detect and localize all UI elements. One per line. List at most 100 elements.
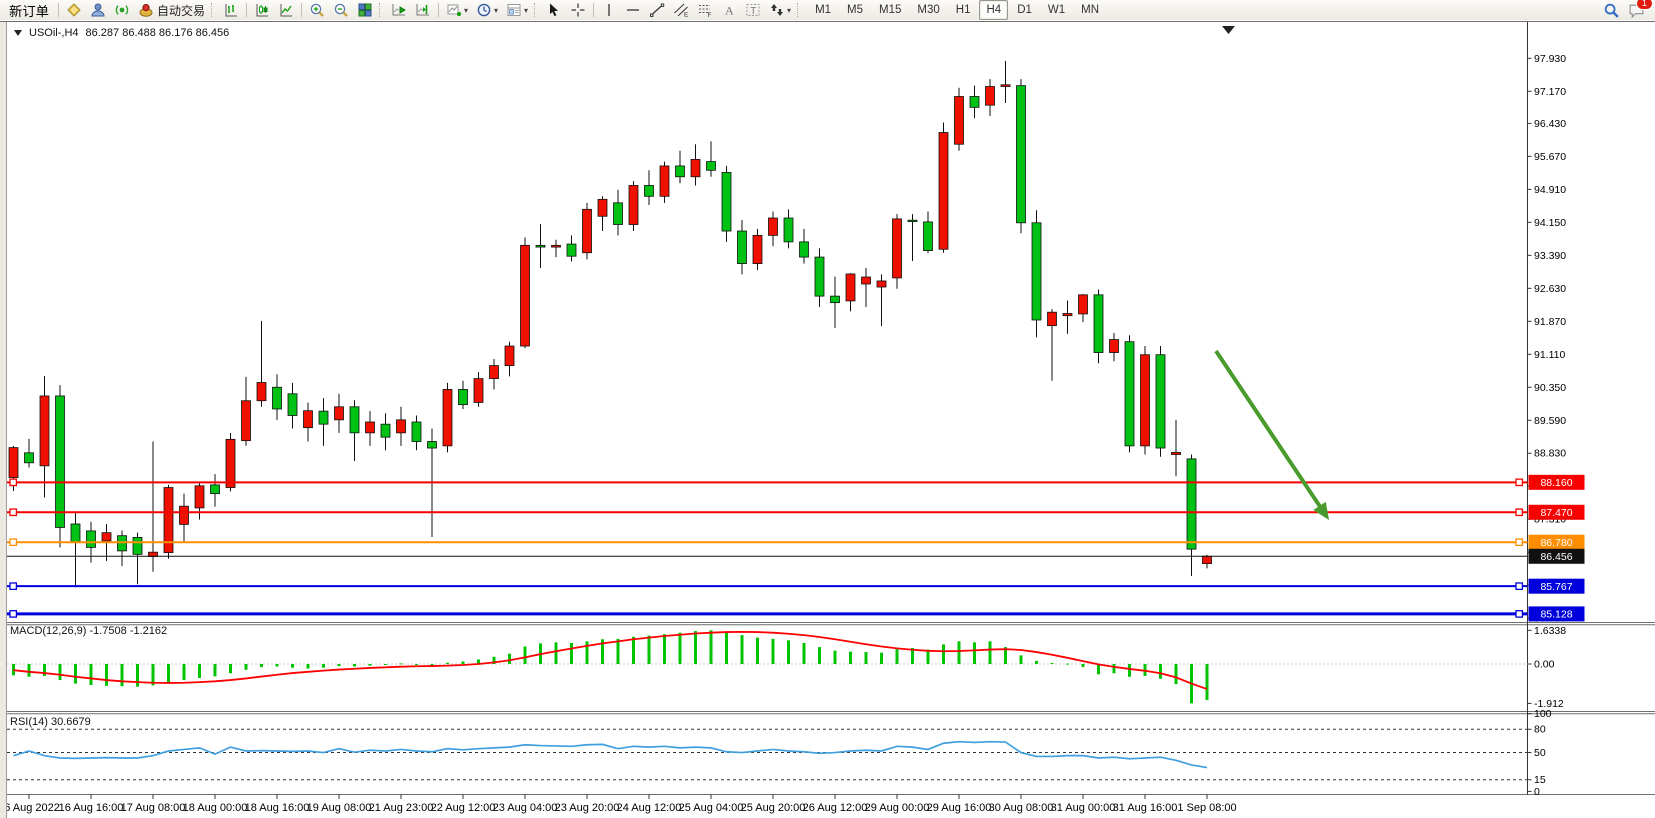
macd-histogram-bar bbox=[353, 664, 356, 667]
horizontal-line-icon[interactable] bbox=[621, 0, 645, 20]
text-label-icon[interactable]: T bbox=[741, 0, 765, 20]
chart-shift-icon[interactable] bbox=[411, 0, 435, 20]
crosshair-icon[interactable] bbox=[566, 0, 590, 20]
macd-histogram-bar bbox=[1174, 664, 1178, 685]
vertical-line-icon[interactable] bbox=[597, 0, 621, 20]
search-icon[interactable] bbox=[1599, 0, 1624, 20]
indicators-icon[interactable]: ▾ bbox=[442, 0, 472, 20]
templates-icon[interactable]: ▾ bbox=[502, 0, 532, 20]
candle-body bbox=[70, 523, 81, 544]
timeframe-button-W1[interactable]: W1 bbox=[1047, 4, 1066, 16]
candlestick-chart-icon[interactable] bbox=[250, 0, 274, 20]
toolbar-grip[interactable] bbox=[797, 3, 801, 17]
line-handle[interactable] bbox=[9, 582, 18, 591]
macd-histogram-bar bbox=[105, 664, 108, 686]
candle bbox=[24, 438, 34, 468]
chart-canvas[interactable]: 97.930 97.170 96.430 95.670 94.910 94.150 93.3… bbox=[0, 22, 1655, 818]
candle bbox=[411, 415, 422, 451]
macd-histogram-bar bbox=[895, 649, 899, 664]
community-icon[interactable] bbox=[86, 0, 110, 20]
macd-histogram-bar bbox=[275, 664, 279, 667]
line-handle[interactable] bbox=[9, 508, 18, 517]
candle-body bbox=[907, 219, 918, 222]
timeframe-button-H1[interactable]: H1 bbox=[955, 4, 971, 16]
tile-windows-icon[interactable] bbox=[353, 0, 377, 20]
rsi-tick-label: 50 bbox=[1534, 747, 1546, 759]
candle bbox=[1171, 419, 1181, 477]
line-handle[interactable] bbox=[9, 478, 18, 487]
candle-body bbox=[1186, 458, 1197, 550]
candle bbox=[613, 189, 623, 236]
macd-histogram-bar bbox=[725, 632, 728, 664]
chart-window[interactable]: 97.930 97.170 96.430 95.670 94.910 94.150 93.3… bbox=[0, 21, 1655, 818]
bar-chart-icon[interactable] bbox=[219, 0, 243, 20]
trend-arrow-annotation[interactable] bbox=[1214, 349, 1329, 520]
timeframe-button-D1[interactable]: D1 bbox=[1017, 4, 1032, 16]
macd-histogram-bar bbox=[306, 664, 310, 669]
text-icon[interactable]: A bbox=[717, 0, 741, 20]
toolbar-grip[interactable] bbox=[211, 3, 215, 17]
macd-histogram-bar bbox=[1112, 664, 1116, 674]
cursor-icon[interactable] bbox=[542, 0, 566, 20]
candle bbox=[644, 170, 654, 205]
line-handle[interactable] bbox=[1515, 478, 1524, 487]
deposit-icon[interactable] bbox=[62, 0, 86, 20]
price-tick-label: 92.630 bbox=[1534, 283, 1566, 295]
timeframe-button-MN[interactable]: MN bbox=[1081, 4, 1100, 16]
timeframe-button-M1[interactable]: M1 bbox=[815, 4, 832, 16]
line-chart-icon[interactable] bbox=[274, 0, 298, 20]
auto-scroll-icon[interactable] bbox=[387, 0, 411, 20]
timeframe-button-M30[interactable]: M30 bbox=[917, 4, 940, 16]
macd-tick-label: -1.912 bbox=[1534, 698, 1564, 710]
chart-shift-marker[interactable] bbox=[1222, 26, 1235, 34]
line-handle[interactable] bbox=[1515, 610, 1524, 618]
macd-histogram-bar bbox=[43, 664, 46, 676]
periods-icon[interactable]: ▾ bbox=[472, 0, 502, 20]
chat-icon[interactable]: 1 bbox=[1624, 0, 1653, 20]
timeframe-button-M15[interactable]: M15 bbox=[879, 4, 902, 16]
line-handle[interactable] bbox=[1515, 582, 1524, 591]
price-badge bbox=[1528, 534, 1585, 550]
toolbar-grip[interactable] bbox=[534, 3, 538, 17]
arrow-objects-icon[interactable]: ▾ bbox=[765, 0, 795, 20]
zoom-in-icon[interactable] bbox=[305, 0, 329, 20]
line-handle[interactable] bbox=[9, 538, 18, 547]
macd-histogram-bar bbox=[368, 664, 372, 666]
signals-icon[interactable] bbox=[110, 0, 134, 20]
candle bbox=[489, 359, 499, 390]
candle-body bbox=[241, 400, 251, 442]
arrow-shaft bbox=[1214, 349, 1324, 511]
line-handle[interactable] bbox=[9, 610, 18, 618]
candle-body bbox=[644, 185, 654, 197]
candle-body bbox=[1202, 555, 1212, 565]
candle bbox=[659, 161, 670, 203]
timeframe-button-H4[interactable]: H4 bbox=[979, 0, 1009, 20]
timeframe-button-M5[interactable]: M5 bbox=[847, 4, 864, 16]
time-tick-label: 29 Aug 16:00 bbox=[927, 802, 992, 814]
candlestick-series bbox=[8, 60, 1212, 588]
macd-histogram-bar bbox=[709, 630, 713, 664]
candle-body bbox=[721, 172, 732, 232]
candle bbox=[272, 374, 282, 420]
macd-histogram-bar bbox=[1097, 664, 1100, 675]
line-handle[interactable] bbox=[1515, 508, 1524, 517]
candle-body bbox=[473, 378, 484, 403]
toolbar-grip[interactable] bbox=[379, 3, 383, 17]
line-handle[interactable] bbox=[1515, 538, 1524, 547]
trendline-icon[interactable] bbox=[645, 0, 669, 20]
fibonacci-icon[interactable]: F bbox=[693, 0, 717, 20]
new-order-button[interactable]: 新订单 bbox=[3, 1, 55, 19]
zoom-out-icon[interactable] bbox=[329, 0, 353, 20]
candle-body bbox=[256, 382, 267, 402]
candle-body bbox=[566, 243, 577, 257]
candle-body bbox=[954, 96, 964, 145]
macd-histogram-bar bbox=[260, 664, 263, 668]
equidistant-channel-icon[interactable]: E bbox=[669, 0, 693, 20]
rsi-tick-label: 100 bbox=[1534, 708, 1552, 720]
auto-trading-button[interactable]: 自动交易 bbox=[134, 0, 209, 20]
macd-histogram-bar bbox=[1004, 647, 1007, 664]
symbol-dropdown-icon[interactable] bbox=[14, 30, 22, 36]
candle bbox=[1000, 60, 1011, 104]
candle-body bbox=[396, 419, 406, 434]
